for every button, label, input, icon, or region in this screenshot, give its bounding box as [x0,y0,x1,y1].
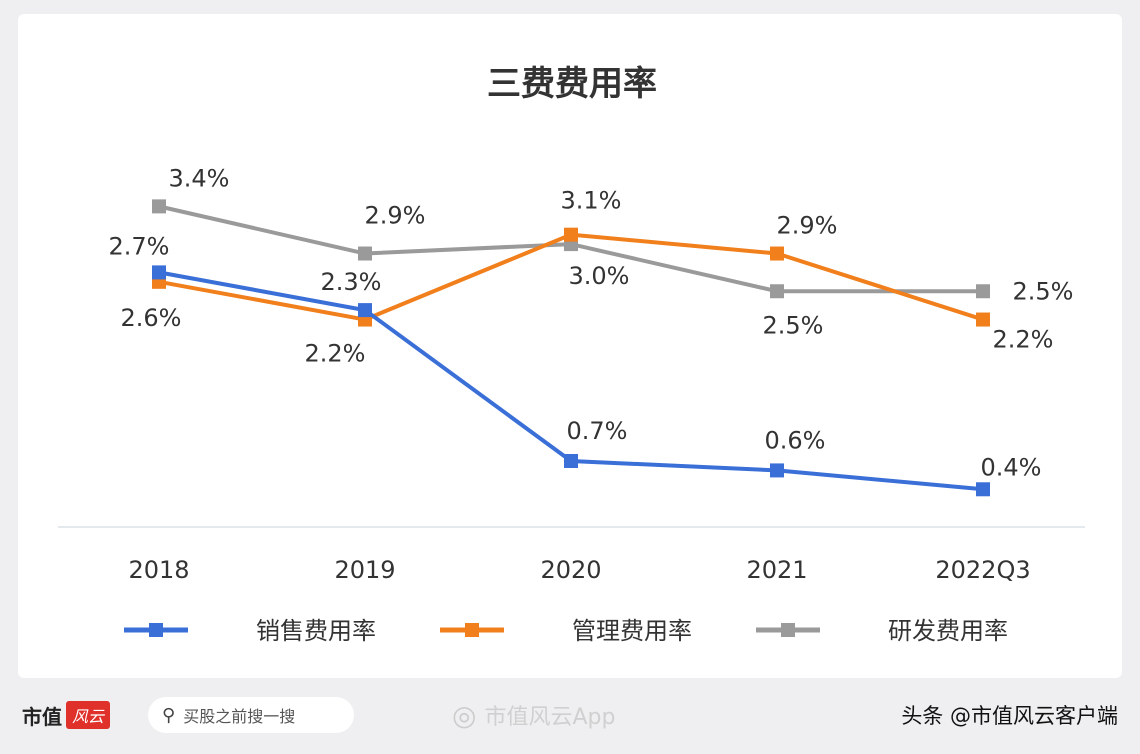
data-point [152,199,166,214]
data-point [358,246,372,261]
data-point [152,265,166,280]
data-label: 2.9% [777,212,838,240]
data-point [976,482,990,497]
legend-label: 研发费用率 [888,617,1008,645]
data-point [564,453,578,468]
data-label: 3.1% [561,187,622,215]
x-tick-label: 2020 [540,556,601,584]
brand-text: 市值 [22,704,62,729]
data-label: 2.5% [763,311,824,339]
x-tick-label: 2019 [334,556,395,584]
x-tick-label: 2022Q3 [935,556,1030,584]
watermark-text: 市值风云App [484,705,616,730]
brand-logo-badge: 风云 [66,701,111,729]
data-point [770,246,784,261]
data-point [770,463,784,478]
legend-label: 管理费用率 [572,617,692,645]
data-point [976,312,990,327]
chart-title: 三费费用率 [487,64,657,104]
data-label: 3.4% [169,164,230,192]
data-label: 2.7% [109,232,170,260]
legend-marker [149,623,163,637]
legend-marker [465,623,479,637]
data-label: 2.2% [993,326,1054,354]
data-point [564,227,578,242]
watermark: ◎ 市值风云App [452,690,615,740]
data-point [976,284,990,299]
data-point [770,284,784,299]
search-box[interactable]: ⚲ 买股之前搜一搜 [148,697,354,733]
x-tick-label: 2018 [128,556,189,584]
data-label: 2.3% [321,268,382,296]
data-label: 0.6% [765,426,826,454]
x-tick-label: 2021 [746,556,807,584]
data-point [358,303,372,318]
legend-label: 销售费用率 [256,617,376,645]
data-label: 3.0% [569,262,630,290]
search-icon: ⚲ [162,704,176,726]
search-input[interactable]: 买股之前搜一搜 [183,707,296,726]
data-label: 0.7% [567,417,628,445]
chart-card [18,14,1122,678]
source-text: 头条 @市值风云客户端 [901,704,1118,728]
data-label: 2.9% [365,202,426,230]
data-label: 2.6% [121,304,182,332]
brand-logo: 市值 风云 [22,690,111,740]
data-label: 2.5% [1013,277,1074,305]
weibo-icon: ◎ [452,698,477,732]
legend-marker [781,623,795,637]
line-chart: 三费费用率 2018 2019 2020 2021 2022Q3 3.4% 2.9% 3.0% 2… [58,64,1085,645]
source-credit: 头条 @市值风云客户端 [901,690,1118,740]
data-label: 2.2% [305,340,366,368]
data-label: 0.4% [981,453,1042,481]
